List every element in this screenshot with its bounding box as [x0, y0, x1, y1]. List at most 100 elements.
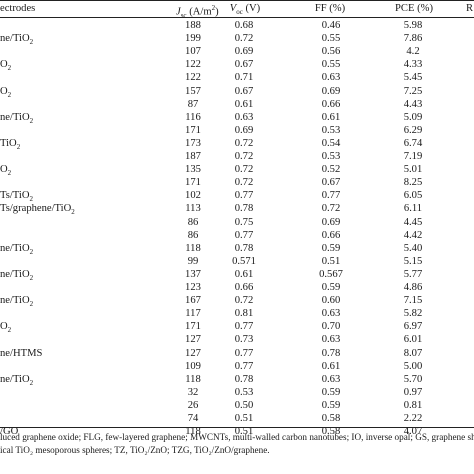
footnote-line-1: luced graphene oxide; FLG, few-layered g…	[0, 432, 474, 442]
table-row: 87 0.61 0.66 4.43	[0, 98, 474, 111]
cell-ff: 0.70	[321, 321, 341, 333]
cell-ff: 0.567	[319, 268, 343, 280]
header-jsc: Jsc (A/m2)	[176, 4, 219, 20]
cell-voc: 0.51	[234, 426, 254, 438]
cell-electrode: O2	[0, 85, 12, 99]
cell-jsc: 87	[187, 98, 199, 110]
header-rule	[0, 17, 474, 18]
cell-pce: 4.42	[403, 229, 423, 241]
cell-electrode: TiO2	[0, 137, 21, 151]
cell-ff: 0.58	[321, 413, 341, 424]
table-row: 107 0.69 0.56 4.2	[0, 45, 474, 58]
cell-pce: 6.11	[403, 203, 423, 215]
cell-electrode: ne/TiO2	[0, 373, 34, 387]
cell-pce: 6.74	[403, 137, 423, 149]
table-row: ne/TiO2 199 0.72 0.55 7.86	[0, 32, 474, 46]
cell-voc: 0.72	[234, 137, 254, 149]
cell-voc: 0.72	[234, 177, 254, 189]
cell-voc: 0.72	[234, 164, 254, 176]
cell-jsc: 109	[185, 360, 201, 372]
cell-jsc: 122	[185, 72, 201, 84]
cell-ff: 0.66	[321, 98, 341, 110]
cell-ff: 0.67	[321, 177, 341, 189]
cell-voc: 0.73	[234, 334, 254, 346]
cell-electrode: Ts/TiO2	[0, 190, 33, 204]
cell-jsc: 26	[187, 399, 199, 411]
cell-jsc: 118	[185, 373, 201, 385]
bottom-rule	[0, 427, 474, 428]
cell-jsc: 74	[187, 413, 199, 424]
cell-voc: 0.67	[234, 85, 254, 97]
table-row: 86 0.77 0.66 4.42	[0, 229, 474, 242]
cell-jsc: 86	[187, 229, 199, 241]
cell-jsc: 118	[185, 242, 201, 254]
footnote-line-2: ical TiO₂ mesoporous spheres; TZ, TiO₂/Z…	[0, 445, 270, 455]
cell-voc: 0.67	[234, 59, 254, 71]
cell-ff: 0.69	[321, 85, 341, 97]
cell-electrode: Ts/graphene/TiO2	[0, 203, 75, 217]
cell-pce: 4.45	[403, 216, 423, 228]
cell-voc: 0.61	[234, 268, 254, 280]
table-row: ne/TiO2 167 0.72 0.60 7.15	[0, 294, 474, 308]
cell-jsc: 171	[185, 321, 201, 333]
cell-pce: 4.07	[403, 426, 423, 438]
cell-ff: 0.63	[321, 373, 341, 385]
cell-pce: 0.81	[403, 399, 423, 411]
table-row: 32 0.53 0.59 0.97	[0, 386, 474, 399]
cell-jsc: 122	[185, 59, 201, 71]
cell-pce: 8.07	[403, 347, 423, 359]
cell-voc: 0.61	[234, 98, 254, 110]
cell-pce: 5.82	[403, 308, 423, 320]
cell-pce: 7.19	[403, 151, 423, 162]
table-row: ne/TiO2 118 0.78 0.63 5.70	[0, 373, 474, 387]
table-row: Ts/graphene/TiO2 113 0.78 0.72 6.11	[0, 202, 474, 216]
cell-voc: 0.53	[234, 386, 254, 398]
table-row: 117 0.81 0.63 5.82	[0, 307, 474, 320]
cell-jsc: 113	[185, 203, 201, 215]
cell-voc: 0.77	[234, 360, 254, 372]
cell-jsc: 32	[187, 386, 199, 398]
cell-ff: 0.63	[321, 72, 341, 84]
cell-jsc: 171	[185, 177, 201, 189]
cell-pce: 6.01	[403, 334, 423, 346]
table-row: O2 157 0.67 0.69 7.25	[0, 85, 474, 99]
table-row: 127 0.73 0.63 6.01	[0, 333, 474, 346]
cell-pce: 4.43	[403, 98, 423, 110]
cell-pce: 5.77	[403, 268, 423, 280]
cell-voc: 0.50	[234, 399, 254, 411]
table-row: 188 0.68 0.46 5.98	[0, 19, 474, 32]
top-rule	[0, 0, 474, 1]
table-row: 171 0.72 0.67 8.25	[0, 176, 474, 189]
cell-jsc: 135	[185, 164, 201, 176]
cell-pce: 5.40	[403, 242, 423, 254]
cell-jsc: 199	[185, 33, 201, 45]
cell-ff: 0.46	[321, 20, 341, 31]
cell-ff: 0.61	[321, 111, 341, 123]
cell-ff: 0.63	[321, 308, 341, 320]
header-ref: R	[466, 3, 474, 14]
cell-ff: 0.72	[321, 203, 341, 215]
header-ff: FF (%)	[314, 3, 346, 14]
cell-pce: 6.29	[403, 124, 423, 136]
cell-voc: 0.66	[234, 282, 254, 293]
cell-voc: 0.78	[234, 203, 254, 215]
cell-pce: 4.86	[403, 282, 423, 293]
cell-voc: 0.68	[234, 20, 254, 31]
cell-pce: 7.25	[403, 85, 423, 97]
cell-pce: 0.97	[403, 386, 423, 398]
table-row: 123 0.66 0.59 4.86	[0, 281, 474, 294]
cell-pce: 6.05	[403, 190, 423, 202]
cell-electrode: ne/TiO2	[0, 268, 34, 282]
cell-voc: 0.51	[234, 413, 254, 424]
table-header: ectrodes Jsc (A/m2) Voc (V) FF (%) PCE (…	[0, 1, 474, 20]
table-row: Ts/TiO2 102 0.77 0.77 6.05	[0, 189, 474, 203]
cell-voc: 0.77	[234, 190, 254, 202]
cell-ff: 0.55	[321, 33, 341, 45]
cell-pce: 5.15	[403, 255, 423, 267]
cell-ff: 0.63	[321, 334, 341, 346]
header-pce: PCE (%)	[395, 3, 433, 14]
table-row: 109 0.77 0.61 5.00	[0, 360, 474, 373]
table-row: 171 0.69 0.53 6.29	[0, 124, 474, 137]
table-row: 122 0.71 0.63 5.45	[0, 71, 474, 84]
cell-jsc: 102	[185, 190, 201, 202]
